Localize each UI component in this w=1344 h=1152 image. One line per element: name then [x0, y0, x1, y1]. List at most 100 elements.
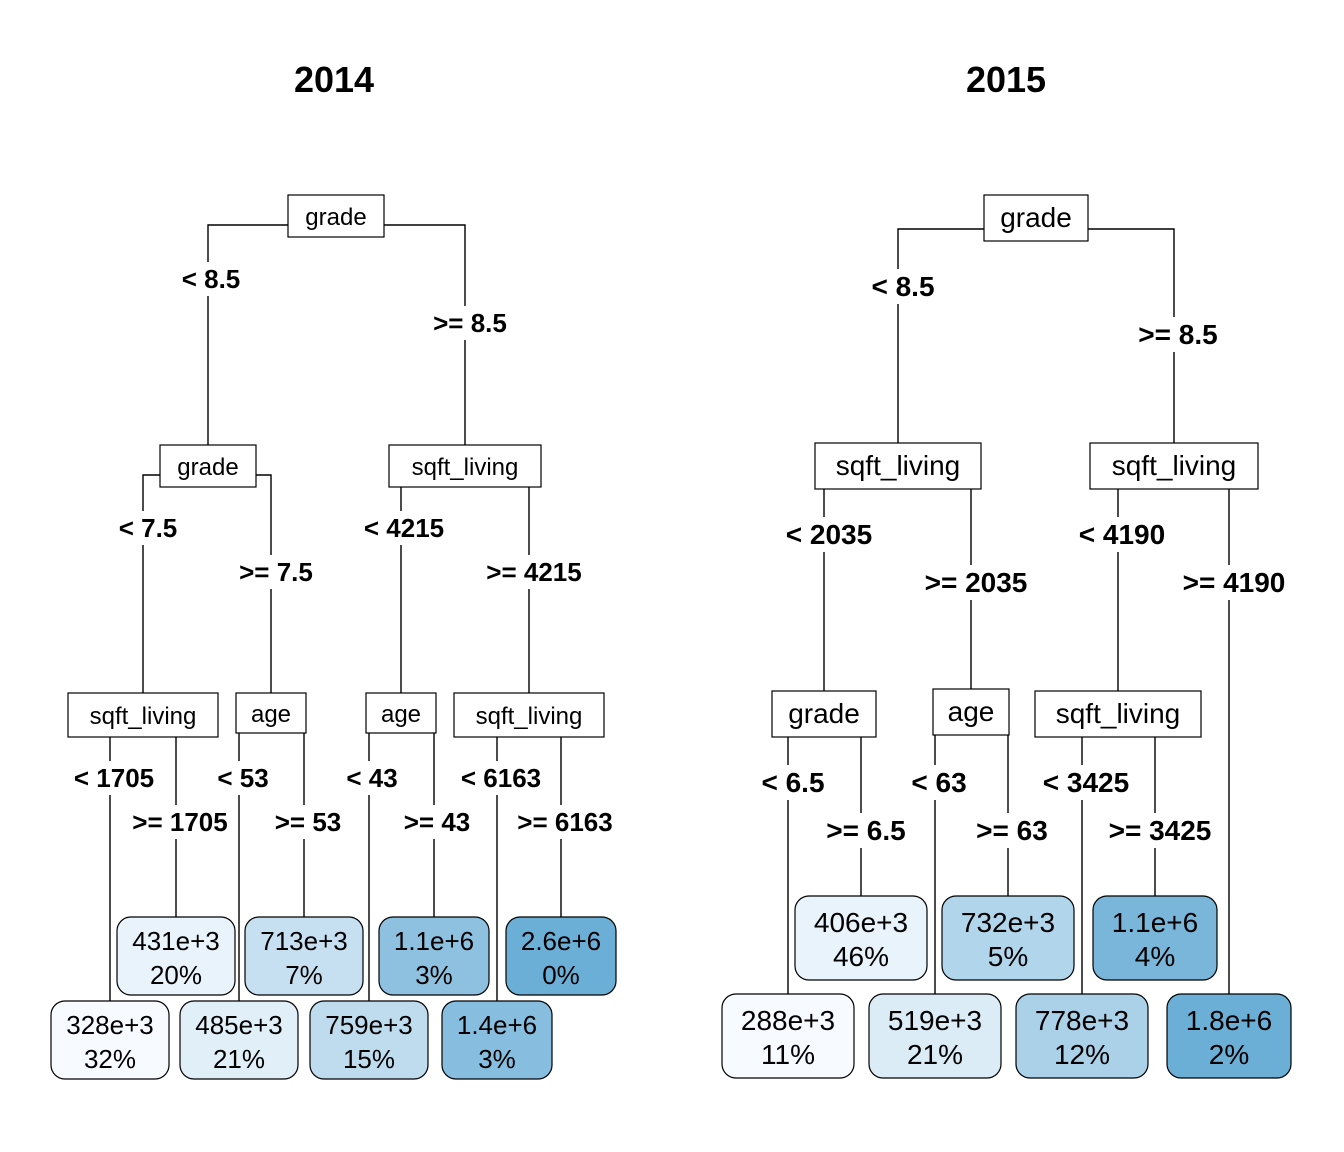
split-node-box — [1034, 690, 1202, 738]
edge-label-group: < 63 — [907, 765, 971, 800]
edge-label-group: < 3425 — [1038, 765, 1134, 800]
leaf-node-box — [179, 1000, 299, 1080]
leaf-percentage: 0% — [542, 960, 580, 990]
split-variable-label: sqft_living — [1112, 450, 1237, 481]
edge-label-group: < 6.5 — [757, 765, 829, 800]
leaf-node: 431e+3 20% — [116, 916, 236, 996]
split-node: grade — [771, 690, 877, 738]
split-node-box — [287, 194, 385, 238]
leaf-value: 759e+3 — [325, 1010, 412, 1040]
leaf-percentage: 4% — [1135, 941, 1175, 972]
tree-link — [823, 476, 898, 691]
split-condition-label: < 3425 — [1043, 767, 1129, 798]
tree-link — [142, 474, 208, 693]
split-node: grade — [159, 444, 257, 488]
edge-label-bg — [114, 511, 182, 545]
split-condition-label: < 53 — [217, 763, 268, 793]
edge-label-bg — [757, 765, 829, 800]
split-node: sqft_living — [453, 692, 605, 738]
split-variable-label: sqft_living — [836, 450, 961, 481]
leaf-value: 485e+3 — [195, 1010, 282, 1040]
leaf-value: 288e+3 — [741, 1005, 835, 1036]
split-node-box — [1089, 442, 1259, 490]
edge-label-group: >= 8.5 — [429, 306, 511, 340]
edge-label-group: < 4215 — [359, 511, 449, 545]
leaf-node-box — [441, 1000, 553, 1080]
edge-label-group: < 8.5 — [867, 269, 939, 304]
leaf-value: 1.1e+6 — [394, 926, 474, 956]
split-node: sqft_living — [1034, 690, 1202, 738]
tree-2015: 2015 < 8.5 >= 8.5 < 2035 >= 2035 < 4190 >= 419… — [721, 59, 1292, 1079]
edge-label-group: < 7.5 — [114, 511, 182, 545]
split-condition-label: >= 8.5 — [1138, 319, 1217, 350]
tree-link — [400, 474, 465, 693]
edge-label-group: >= 6.5 — [822, 813, 910, 848]
split-condition-label: >= 6.5 — [826, 815, 905, 846]
leaf-node-box — [794, 895, 928, 981]
leaf-node: 2.6e+6 0% — [505, 916, 617, 996]
leaf-node-box — [941, 895, 1075, 981]
chart-title: 2015 — [966, 59, 1046, 100]
split-condition-label: < 2035 — [786, 519, 872, 550]
split-node: age — [365, 692, 437, 734]
split-condition-label: < 8.5 — [871, 271, 934, 302]
split-node: sqft_living — [814, 442, 982, 490]
leaf-node: 732e+35% — [941, 895, 1075, 981]
edge-label-group: < 2035 — [781, 517, 877, 552]
split-node-box — [388, 444, 542, 488]
split-node: sqft_living — [67, 692, 219, 738]
leaf-node: 778e+312% — [1015, 993, 1149, 1079]
edge-label-bg — [1104, 813, 1216, 848]
tree-link — [897, 228, 1036, 443]
leaf-node: 1.4e+6 3% — [441, 1000, 553, 1080]
edge-label-bg — [1038, 765, 1134, 800]
split-variable-label: sqft_living — [476, 703, 583, 730]
chart-title: 2014 — [294, 59, 374, 100]
split-condition-label: < 1705 — [74, 763, 154, 793]
split-condition-label: >= 63 — [976, 815, 1048, 846]
leaf-value: 1.1e+6 — [1112, 907, 1198, 938]
split-variable-label: grade — [1000, 202, 1072, 233]
split-condition-label: < 63 — [911, 767, 966, 798]
split-node-box — [771, 690, 877, 738]
split-node: grade — [983, 194, 1089, 242]
leaf-percentage: 2% — [1209, 1039, 1249, 1070]
leaf-percentage: 21% — [213, 1044, 265, 1074]
split-condition-label: >= 1705 — [132, 807, 227, 837]
split-node-box — [235, 692, 307, 734]
split-condition-label: >= 4215 — [486, 557, 581, 587]
leaf-percentage: 21% — [907, 1039, 963, 1070]
edge-label-bg — [1178, 565, 1290, 600]
leaf-node: 1.1e+6 3% — [378, 916, 490, 996]
edge-label-group: < 8.5 — [177, 262, 245, 296]
split-node-box — [365, 692, 437, 734]
edge-label-group: >= 2035 — [920, 565, 1032, 600]
split-node: age — [235, 692, 307, 734]
edge-label-group: < 1705 — [69, 761, 159, 795]
edge-label-group: >= 7.5 — [235, 555, 317, 589]
edge-label-bg — [342, 761, 402, 795]
edge-label-group: < 43 — [342, 761, 402, 795]
split-variable-label: sqft_living — [412, 454, 519, 481]
leaf-percentage: 46% — [833, 941, 889, 972]
leaf-percentage: 12% — [1054, 1039, 1110, 1070]
split-variable-label: age — [251, 701, 291, 728]
leaf-node: 328e+3 32% — [50, 1000, 170, 1080]
split-node-box — [814, 442, 982, 490]
split-condition-label: < 43 — [346, 763, 397, 793]
leaf-node: 1.1e+64% — [1092, 895, 1218, 981]
edge-label-group: < 6163 — [456, 761, 546, 795]
edge-label-group: >= 8.5 — [1134, 317, 1222, 352]
leaf-node-box — [868, 993, 1002, 1079]
split-variable-label: age — [948, 696, 995, 727]
split-node-box — [983, 194, 1089, 242]
split-condition-label: >= 8.5 — [433, 308, 507, 338]
leaf-node-box — [1015, 993, 1149, 1079]
leaf-node-box — [244, 916, 364, 996]
edge-label-bg — [867, 269, 939, 304]
tree-link — [824, 724, 862, 896]
split-condition-label: < 4215 — [364, 513, 444, 543]
edge-label-bg — [359, 511, 449, 545]
edge-label-group: >= 4215 — [482, 555, 586, 589]
